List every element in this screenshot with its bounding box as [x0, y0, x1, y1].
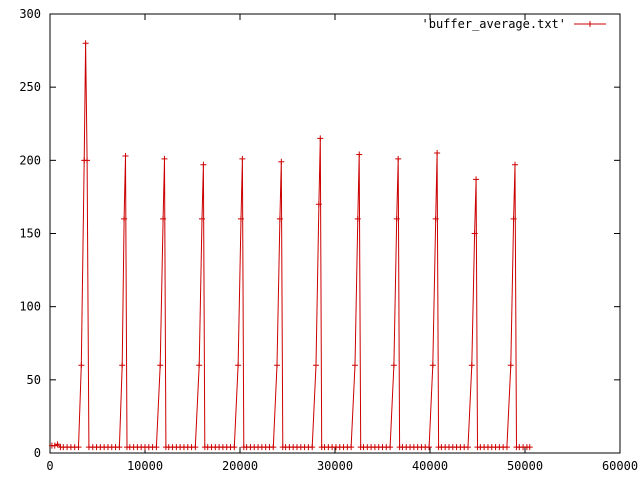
data-point — [395, 155, 402, 162]
y-tick-label: 150 — [19, 227, 41, 241]
legend: 'buffer_average.txt' — [422, 17, 606, 31]
data-point — [270, 444, 277, 451]
y-tick-label: 0 — [34, 446, 41, 460]
data-point — [153, 444, 160, 451]
data-point — [196, 362, 203, 369]
x-tick-label: 40000 — [412, 459, 448, 473]
x-tick-label: 20000 — [222, 459, 258, 473]
data-point — [274, 362, 281, 369]
data-point — [116, 444, 123, 451]
y-tick-label: 300 — [19, 7, 41, 21]
y-tick-label: 250 — [19, 80, 41, 94]
data-point — [121, 215, 128, 222]
data-point — [278, 158, 285, 165]
data-point — [317, 135, 324, 142]
y-tick-label: 200 — [19, 153, 41, 167]
data-point — [473, 176, 480, 183]
data-point — [231, 444, 238, 451]
data-point — [426, 444, 433, 451]
data-point — [239, 155, 246, 162]
x-tick-label: 10000 — [127, 459, 163, 473]
data-point — [434, 150, 441, 157]
data-point — [465, 444, 471, 451]
data-point — [237, 215, 244, 222]
data-point — [192, 444, 199, 451]
data-point — [309, 444, 316, 451]
legend-plus-marker — [587, 21, 593, 27]
data-point — [51, 442, 58, 449]
data-point — [157, 362, 164, 369]
series-line — [51, 43, 530, 448]
data-point — [200, 161, 207, 168]
data-point — [503, 444, 510, 451]
data-point — [507, 362, 514, 369]
data-point — [354, 215, 361, 222]
data-point — [276, 215, 283, 222]
data-point — [235, 362, 242, 369]
data-point — [390, 362, 397, 369]
data-point — [315, 201, 322, 208]
data-point — [432, 215, 439, 222]
data-point — [119, 362, 126, 369]
data-point — [512, 161, 519, 168]
y-tick-label: 50 — [27, 373, 41, 387]
data-point — [526, 444, 533, 451]
data-point — [348, 444, 355, 451]
data-point — [78, 362, 85, 369]
data-point — [510, 215, 517, 222]
data-point — [161, 155, 168, 162]
data-point — [356, 151, 363, 158]
data-point — [471, 230, 478, 237]
axis-ticks: 0 50 100 150 200 250 300 0 10000 20000 30000 40000 5… — [19, 7, 638, 473]
data-point — [160, 215, 167, 222]
legend-label: 'buffer_average.txt' — [422, 17, 567, 31]
x-tick-label: 0 — [46, 459, 53, 473]
data-point — [82, 40, 89, 47]
data-point — [387, 444, 394, 451]
data-point — [75, 444, 82, 451]
data-point — [199, 215, 205, 222]
data-point — [429, 362, 436, 369]
data-point — [84, 157, 91, 164]
data-point — [393, 215, 400, 222]
legend-marker — [587, 21, 593, 27]
data-point — [122, 152, 129, 159]
data-point — [351, 362, 358, 369]
x-tick-label: 60000 — [602, 459, 638, 473]
series-layer — [48, 40, 533, 451]
data-point — [54, 441, 61, 448]
x-tick-label: 30000 — [317, 459, 353, 473]
data-point — [468, 362, 475, 369]
y-tick-label: 100 — [19, 300, 41, 314]
data-point — [313, 362, 319, 369]
x-tick-label: 50000 — [507, 459, 543, 473]
plot-border — [49, 13, 621, 454]
